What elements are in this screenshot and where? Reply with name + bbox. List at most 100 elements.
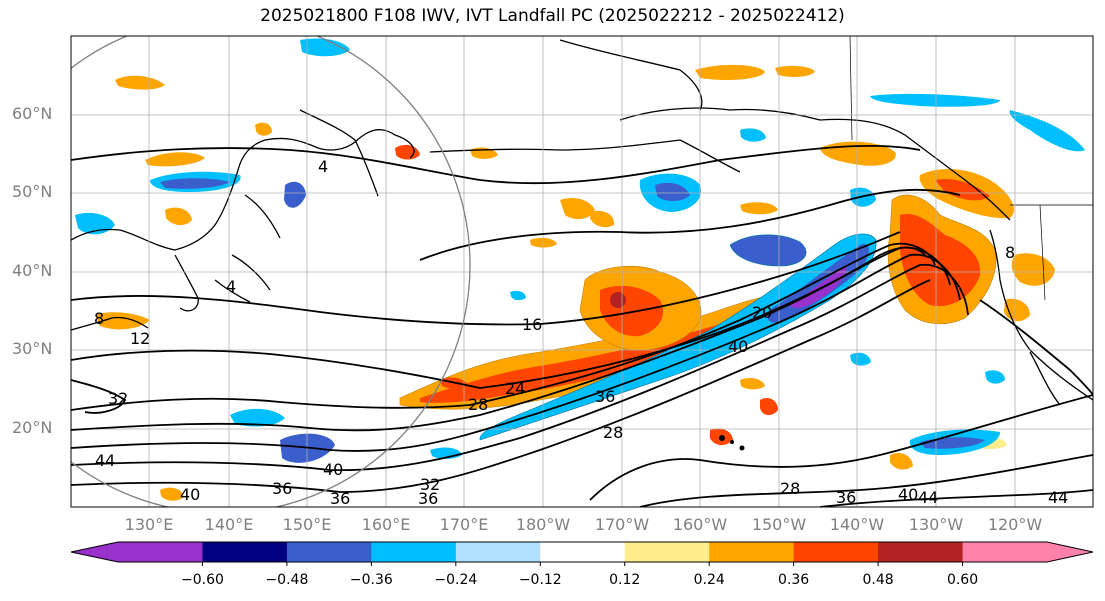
coastline-bering — [559, 39, 703, 111]
coastline-na-west — [989, 229, 1093, 401]
contour-line — [639, 454, 1093, 507]
colorbar-segment — [118, 542, 203, 562]
lat-label-30n: 30°N — [12, 339, 53, 358]
contour-label: 12 — [130, 329, 150, 348]
contour-label: 28 — [603, 423, 623, 442]
contour-label: 36 — [836, 488, 856, 507]
contour-label: 36 — [595, 387, 615, 406]
colorbar-segment — [202, 542, 288, 562]
contour-label: 8 — [94, 309, 104, 328]
contour-label: 24 — [505, 379, 525, 398]
hawaii-islands — [719, 435, 745, 451]
coastline-asia — [71, 129, 415, 251]
colorbar-segment — [793, 542, 879, 562]
contour-line — [71, 253, 961, 452]
page-title: 2025021800 F108 IWV, IVT Landfall PC (20… — [260, 6, 845, 26]
contour-label: 28 — [780, 479, 800, 498]
contour-label: 28 — [468, 395, 488, 414]
anomaly-subtropical-core — [420, 313, 780, 403]
lon-label: 140°W — [829, 515, 885, 534]
coastline-kamchatka — [299, 109, 379, 197]
colorbar-tick-label: −0.24 — [434, 572, 478, 588]
contour-line — [71, 379, 127, 414]
coastline-japan — [214, 194, 281, 303]
colorbar-tick-label: 0.24 — [693, 572, 725, 588]
colorbar-tick-label: 0.12 — [609, 572, 641, 588]
coastline-china-south — [71, 316, 149, 331]
colorbar-segment — [455, 542, 541, 562]
contour-label: 36 — [418, 489, 438, 508]
colorbar-tick-label: −0.48 — [265, 572, 309, 588]
colorbar-extend-max — [1047, 542, 1093, 562]
contour-label: 40 — [323, 460, 343, 479]
lon-label: 140°E — [204, 515, 254, 534]
contour-line — [71, 279, 931, 493]
contour-line — [71, 263, 969, 472]
colorbar-segment — [624, 542, 710, 562]
colorbar-segment — [371, 542, 457, 562]
contour-label: 4 — [318, 157, 328, 176]
lon-label: 170°W — [594, 515, 650, 534]
lon-label: 160°W — [672, 515, 728, 534]
colorbar-outline — [70, 541, 1094, 563]
anomaly-california-core — [900, 213, 981, 307]
lat-label-40n: 40°N — [12, 261, 53, 280]
contour-label: 44 — [1048, 488, 1068, 507]
coastline-alaska — [619, 107, 1011, 221]
colorbar-segment — [962, 542, 1048, 562]
lon-label: 150°E — [282, 515, 332, 534]
warm-anomaly-shading — [95, 64, 1055, 501]
colorbar-segment — [709, 542, 795, 562]
lon-label: 180°W — [515, 515, 571, 534]
colorbar-tick-label: 0.48 — [862, 572, 894, 588]
contour-line — [71, 231, 901, 326]
colorbar-extend-min — [71, 542, 118, 562]
contour-line — [71, 144, 921, 185]
contour-label: 40 — [898, 485, 918, 504]
contour-line — [819, 489, 1093, 507]
lon-label: 160°E — [361, 515, 411, 534]
contour-line — [71, 246, 951, 432]
coastline-aleutians — [429, 139, 741, 173]
contour-label: 36 — [272, 479, 292, 498]
colorbar-segment — [540, 542, 626, 562]
contour-label: 20 — [752, 303, 772, 322]
coastline-baja — [1029, 351, 1061, 406]
colorbar-tick-label: 0.60 — [946, 572, 979, 588]
contour-line — [589, 394, 1093, 501]
contour-label: 44 — [918, 488, 938, 507]
contour-label: 4 — [226, 277, 236, 296]
lon-label: 130°E — [124, 515, 174, 534]
contour-label: 32 — [108, 389, 128, 408]
contour-label: 44 — [95, 451, 115, 470]
ivt-contours — [71, 144, 1093, 507]
lon-label: 130°W — [908, 515, 964, 534]
lon-label: 120°W — [987, 515, 1043, 534]
lat-label-20n: 20°N — [12, 418, 53, 437]
coastlines — [71, 39, 1093, 406]
contour-label: 40 — [180, 485, 200, 504]
contour-label: 32 — [420, 475, 440, 494]
colorbar-tick-label: −0.60 — [181, 572, 224, 588]
colorbar — [70, 541, 1094, 566]
colorbar-tick-label: −0.36 — [349, 572, 393, 588]
lon-label: 170°E — [439, 515, 489, 534]
contour-line — [71, 242, 936, 411]
contour-label: 16 — [522, 315, 542, 334]
gridlines — [71, 36, 1093, 507]
contour-label: 36 — [330, 489, 350, 508]
contour-label: 8 — [1005, 243, 1015, 262]
colorbar-tick-label: 0.36 — [778, 572, 810, 588]
colorbar-segment — [286, 542, 372, 562]
domain-circle — [71, 36, 471, 507]
colorbar-segment — [878, 542, 964, 562]
map-frame — [70, 35, 1094, 508]
contour-line — [419, 188, 961, 261]
contour-label: 40 — [728, 337, 748, 356]
political-borders — [849, 36, 1093, 301]
lon-label: 150°W — [751, 515, 807, 534]
contour-line — [979, 299, 1093, 396]
lat-label-50n: 50°N — [12, 182, 53, 201]
contour-labels: 16 24 28 36 40 28 20 40 36 28 36 40 44 8… — [94, 157, 1068, 508]
